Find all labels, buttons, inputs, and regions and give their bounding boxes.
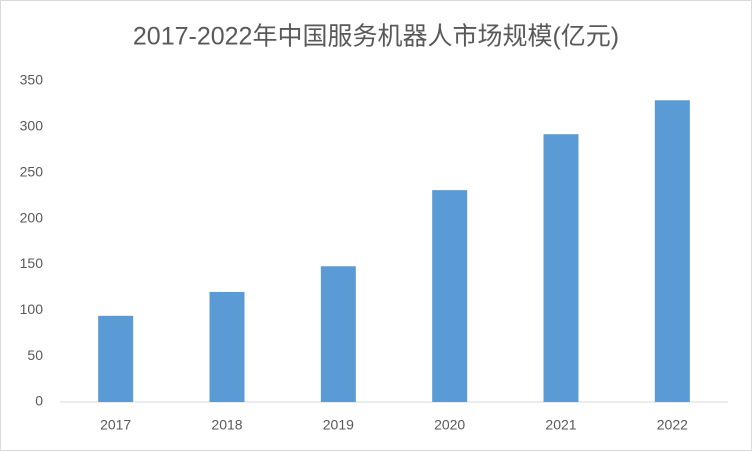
y-tick-label: 250 (20, 163, 44, 179)
x-tick-label: 2017 (100, 417, 131, 433)
bar (98, 315, 134, 402)
x-tick-label: 2021 (545, 417, 576, 433)
y-tick-label: 350 (20, 72, 44, 88)
y-tick-label: 50 (27, 347, 43, 363)
bar (432, 190, 468, 402)
x-tick-label: 2020 (434, 417, 465, 433)
y-tick-label: 0 (35, 393, 43, 409)
y-tick-label: 100 (20, 301, 44, 317)
y-tick-label: 200 (20, 209, 44, 225)
y-tick-label: 150 (20, 255, 44, 271)
bar (209, 291, 245, 402)
chart-title: 2017-2022年中国服务机器人市场规模(亿元) (133, 23, 619, 51)
x-tick-label: 2018 (211, 417, 242, 433)
x-tick-label: 2019 (323, 417, 354, 433)
x-tick-label: 2022 (657, 417, 688, 433)
bar (654, 100, 690, 402)
bar (543, 134, 579, 403)
y-tick-label: 300 (20, 118, 44, 134)
bar (320, 266, 356, 402)
